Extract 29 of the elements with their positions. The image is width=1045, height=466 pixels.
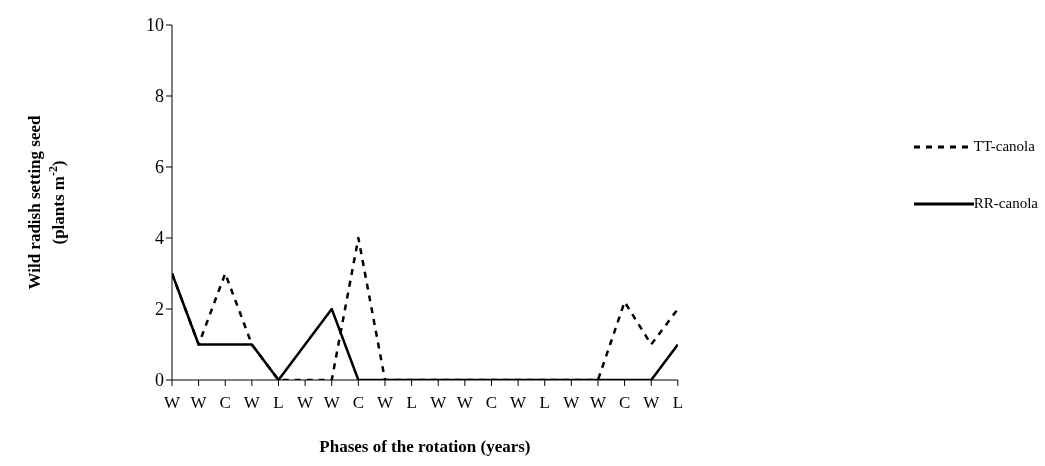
y-tick-label: 10 xyxy=(146,15,164,36)
x-tick-label: W xyxy=(589,393,607,413)
y-tick-label: 4 xyxy=(155,228,164,249)
legend-label: TT-canola xyxy=(973,138,1035,155)
x-tick-label: W xyxy=(563,393,581,413)
x-tick-label: W xyxy=(456,393,474,413)
x-tick-label: W xyxy=(510,393,528,413)
x-tick-label: W xyxy=(323,393,341,413)
y-tick-label: 0 xyxy=(155,370,164,391)
x-tick-label: C xyxy=(618,393,631,413)
x-tick-label: C xyxy=(485,393,498,413)
x-tick-label: W xyxy=(163,393,181,413)
x-tick-label: W xyxy=(297,393,315,413)
x-tick-label: C xyxy=(219,393,231,413)
y-tick-label: 8 xyxy=(155,86,164,107)
x-tick-label: L xyxy=(672,393,684,413)
x-tick-label: L xyxy=(273,393,284,413)
y-tick-label: 2 xyxy=(155,299,164,320)
x-tick-label: W xyxy=(190,393,208,413)
x-tick-label: L xyxy=(406,393,417,413)
y-tick-label: 6 xyxy=(155,157,164,178)
x-tick-label: W xyxy=(376,393,394,413)
x-tick-label: C xyxy=(352,393,365,413)
legend-label: RR-canola xyxy=(973,195,1038,212)
x-axis-title: Phases of the rotation (years) xyxy=(319,437,531,457)
x-tick-label: W xyxy=(430,393,448,413)
x-tick-label: W xyxy=(243,393,261,413)
x-tick-label: W xyxy=(643,393,661,413)
x-tick-label: L xyxy=(539,393,550,413)
